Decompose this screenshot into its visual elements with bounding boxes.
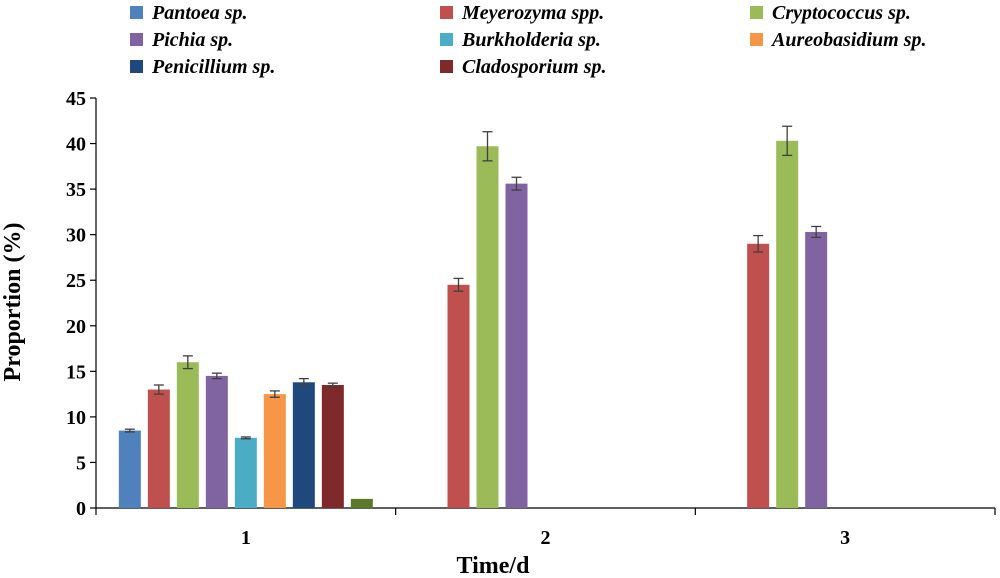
bar (263, 394, 286, 508)
x-tick-label: 2 (541, 527, 551, 549)
bar (176, 362, 199, 508)
legend-swatch (440, 60, 453, 73)
legend-label: Burkholderia sp. (461, 29, 601, 51)
x-tick-label: 1 (241, 527, 251, 549)
legend-label: Meyerozyma spp. (461, 2, 604, 24)
legend-label: Penicillium sp. (151, 56, 275, 78)
legend-swatch (440, 33, 453, 46)
legend-swatch (130, 60, 143, 73)
bar (805, 231, 828, 508)
y-tick-label: 30 (66, 225, 86, 247)
bar (350, 498, 373, 508)
y-tick-label: 45 (66, 88, 86, 110)
legend-label: Pichia sp. (151, 29, 233, 51)
y-tick-label: 0 (76, 498, 86, 520)
bar (476, 146, 499, 509)
bar (147, 389, 170, 508)
bar (747, 243, 770, 508)
y-tick-label: 15 (66, 361, 86, 383)
bar (505, 183, 528, 508)
legend-label: Cladosporium sp. (462, 56, 606, 78)
legend-swatch (440, 6, 453, 19)
bar (118, 430, 141, 508)
bar (321, 385, 344, 508)
legend-swatch (130, 6, 143, 19)
x-tick-label: 3 (840, 527, 850, 549)
plot-area: 0 5 10 15 20 25 30 35 40 45 1 2 3 (66, 88, 996, 549)
bar (292, 382, 315, 508)
legend-label: Pantoea sp. (151, 2, 248, 24)
bar (234, 437, 257, 508)
legend-swatch (130, 33, 143, 46)
y-tick-label: 20 (66, 316, 86, 338)
bar (447, 284, 470, 508)
y-tick-label: 40 (66, 134, 86, 156)
legend-label: Aureobasidium sp. (770, 29, 926, 51)
bar (776, 140, 799, 509)
y-tick-label: 5 (76, 452, 86, 474)
legend-label: Cryptococcus sp. (772, 2, 911, 24)
y-tick-label: 35 (66, 179, 86, 201)
y-axis-title: Proportion (%) (0, 223, 26, 382)
y-tick-label: 25 (66, 270, 86, 292)
legend-swatch (750, 33, 763, 46)
x-axis-title: Time/d (457, 553, 531, 578)
bar (205, 375, 228, 508)
y-tick-label: 10 (66, 407, 86, 429)
legend-swatch (750, 6, 763, 19)
legend: Pantoea sp. Meyerozyma spp. Cryptococcus s… (130, 2, 926, 78)
